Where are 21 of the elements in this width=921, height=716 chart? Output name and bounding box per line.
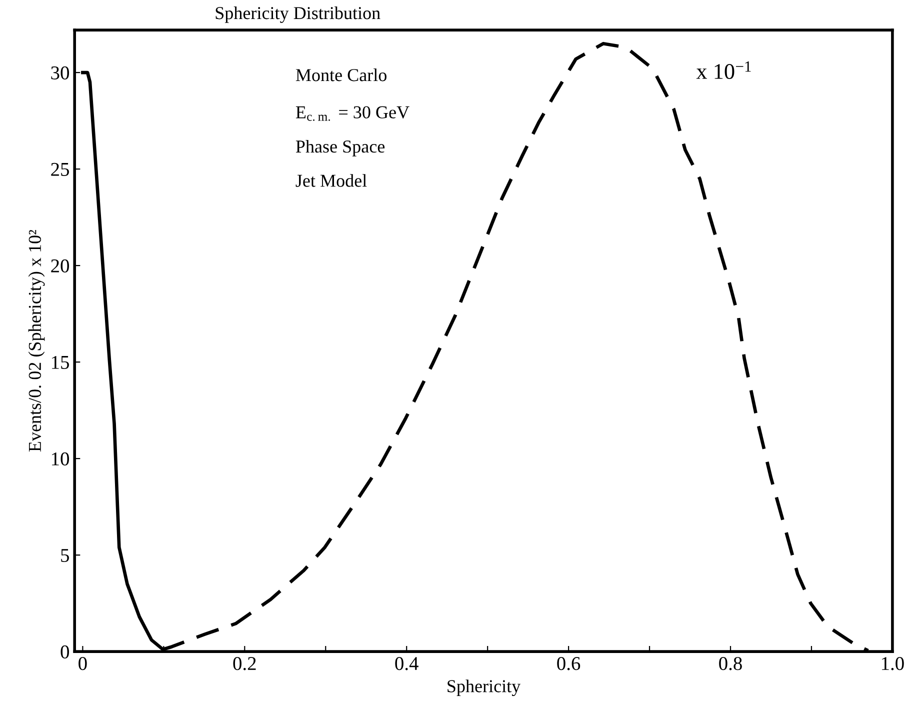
- annotation: Monte Carlo: [296, 68, 386, 82]
- y-tick-label: 10: [52, 452, 69, 466]
- annotation: E$_{c.m.}$ = 30 GeV: [296, 106, 410, 121]
- y-tick-label: 20: [51, 259, 69, 272]
- y-tick-label: 30: [51, 66, 69, 80]
- annotation: Jet Model: [296, 174, 367, 187]
- x-tick-label: 0.4: [395, 656, 418, 670]
- chart-title: Sphericity Distribution: [216, 6, 380, 23]
- x-tick-label: 0.6: [557, 656, 580, 670]
- y-tick-label: 5: [61, 549, 69, 562]
- x-tick-label: 0: [78, 656, 87, 670]
- x-tick-label: 0.8: [719, 656, 742, 670]
- y-tick-label: 0: [60, 645, 69, 658]
- y-axis-title: Events/0. 02 (Sphericity) x 10²: [28, 230, 45, 452]
- x-axis-title: Sphericity: [448, 680, 521, 696]
- annotation: Phase Space: [296, 140, 385, 156]
- y-tick-label: 15: [52, 356, 69, 369]
- x-tick-label: 1.0: [882, 656, 904, 670]
- x-tick-label: 0.2: [233, 656, 256, 670]
- y-tick-label: 25: [51, 162, 69, 176]
- annotation: x 10$^{−1}$: [696, 61, 751, 79]
